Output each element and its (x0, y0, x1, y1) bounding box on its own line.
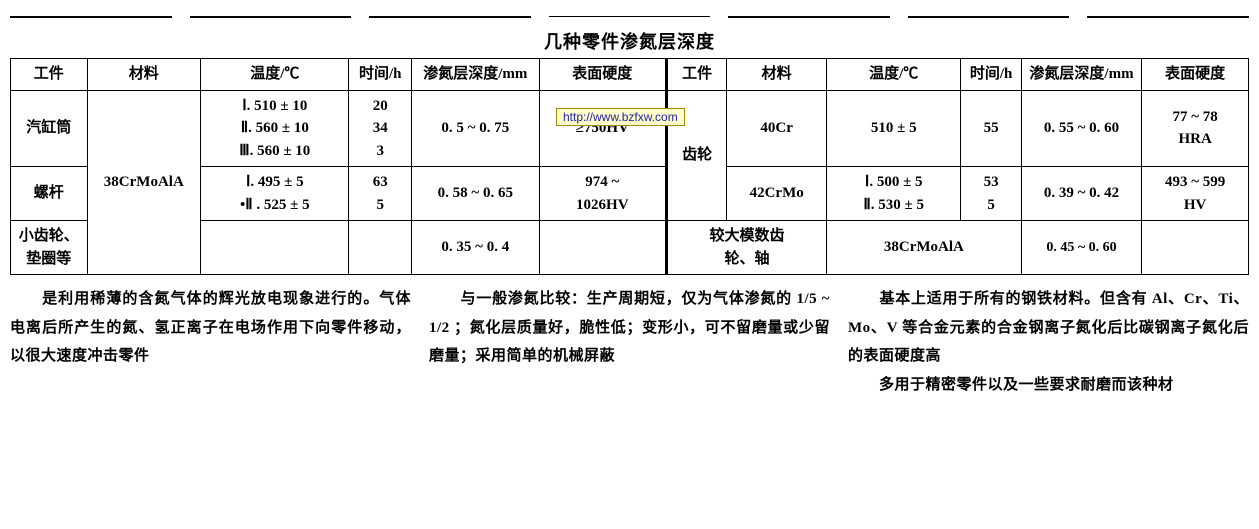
cell: 42CrMo (727, 167, 827, 221)
h-workpiece-r: 工件 (667, 59, 727, 91)
cell: 510 ± 5 (827, 90, 961, 167)
h-depth-r: 渗氮层深度/mm (1021, 59, 1142, 91)
h-temperature-r: 温度/℃ (827, 59, 961, 91)
cell: ≥750HV (539, 90, 667, 167)
data-table: 工件 材料 温度/℃ 时间/h 渗氮层深度/mm 表面硬度 工件 材料 温度/℃… (10, 58, 1249, 275)
cell: 螺杆 (11, 167, 88, 221)
cell: 77 ~ 78 HRA (1142, 90, 1249, 167)
cell (349, 221, 412, 275)
data-row-1: 汽缸筒 38CrMoAlA Ⅰ. 510 ± 10 Ⅱ. 560 ± 10 Ⅲ.… (11, 90, 1249, 167)
cell: 38CrMoAlA (87, 90, 201, 275)
h-material-l: 材料 (87, 59, 201, 91)
footnote-col-1: 是利用稀薄的含氮气体的辉光放电现象进行的。气体电离后所产生的氮、氢正离子在电场作… (10, 285, 411, 399)
cell: 汽缸筒 (11, 90, 88, 167)
cell: Ⅰ. 495 ± 5 •Ⅱ . 525 ± 5 (201, 167, 349, 221)
table-title: 几种零件渗氮层深度 (10, 22, 1249, 58)
h-material-r: 材料 (727, 59, 827, 91)
header-row: 工件 材料 温度/℃ 时间/h 渗氮层深度/mm 表面硬度 工件 材料 温度/℃… (11, 59, 1249, 91)
cell: Ⅰ. 510 ± 10 Ⅱ. 560 ± 10 Ⅲ. 560 ± 10 (201, 90, 349, 167)
cell (539, 221, 667, 275)
top-rule (10, 8, 1249, 22)
cell: 较大模数齿轮、轴 (667, 221, 827, 275)
h-hardness-r: 表面硬度 (1142, 59, 1249, 91)
cell: 40Cr (727, 90, 827, 167)
cell: 0. 45 ~ 0. 60 (1021, 221, 1142, 275)
h-time-l: 时间/h (349, 59, 412, 91)
cell (1142, 221, 1249, 275)
cell: 0. 35 ~ 0. 4 (412, 221, 540, 275)
cell: 974 ~ 1026HV (539, 167, 667, 221)
cell: 55 (961, 90, 1021, 167)
cell: 493 ~ 599 HV (1142, 167, 1249, 221)
cell: Ⅰ. 500 ± 5 Ⅱ. 530 ± 5 (827, 167, 961, 221)
cell: 20 34 3 (349, 90, 412, 167)
cell small: 0. 55 ~ 0. 60 (1021, 90, 1142, 167)
cell: 63 5 (349, 167, 412, 221)
cell small: 0. 39 ~ 0. 42 (1021, 167, 1142, 221)
cell (201, 221, 349, 275)
cell: 0. 5 ~ 0. 75 (412, 90, 540, 167)
cell: 小齿轮、垫圈等 (11, 221, 88, 275)
h-temperature-l: 温度/℃ (201, 59, 349, 91)
footnote-col-2: 与一般渗氮比较：生产周期短，仅为气体渗氮的 1/5 ~ 1/2 ；氮化层质量好，… (429, 285, 830, 399)
page-root: { "title": "几种零件渗氮层深度", "watermark": "ht… (0, 0, 1259, 399)
h-workpiece-l: 工件 (11, 59, 88, 91)
h-depth-l: 渗氮层深度/mm (412, 59, 540, 91)
cell: 38CrMoAlA (827, 221, 1022, 275)
footnote-col-3: 基本上适用于所有的钢铁材料。但含有 Al、Cr、Ti、Mo、V 等合金元素的合金… (848, 285, 1249, 399)
cell: 0. 58 ~ 0. 65 (412, 167, 540, 221)
footnote-columns: 是利用稀薄的含氮气体的辉光放电现象进行的。气体电离后所产生的氮、氢正离子在电场作… (10, 285, 1249, 399)
h-time-r: 时间/h (961, 59, 1021, 91)
h-hardness-l: 表面硬度 (539, 59, 667, 91)
cell: 53 5 (961, 167, 1021, 221)
watermark-link[interactable]: http://www.bzfxw.com (556, 108, 685, 126)
